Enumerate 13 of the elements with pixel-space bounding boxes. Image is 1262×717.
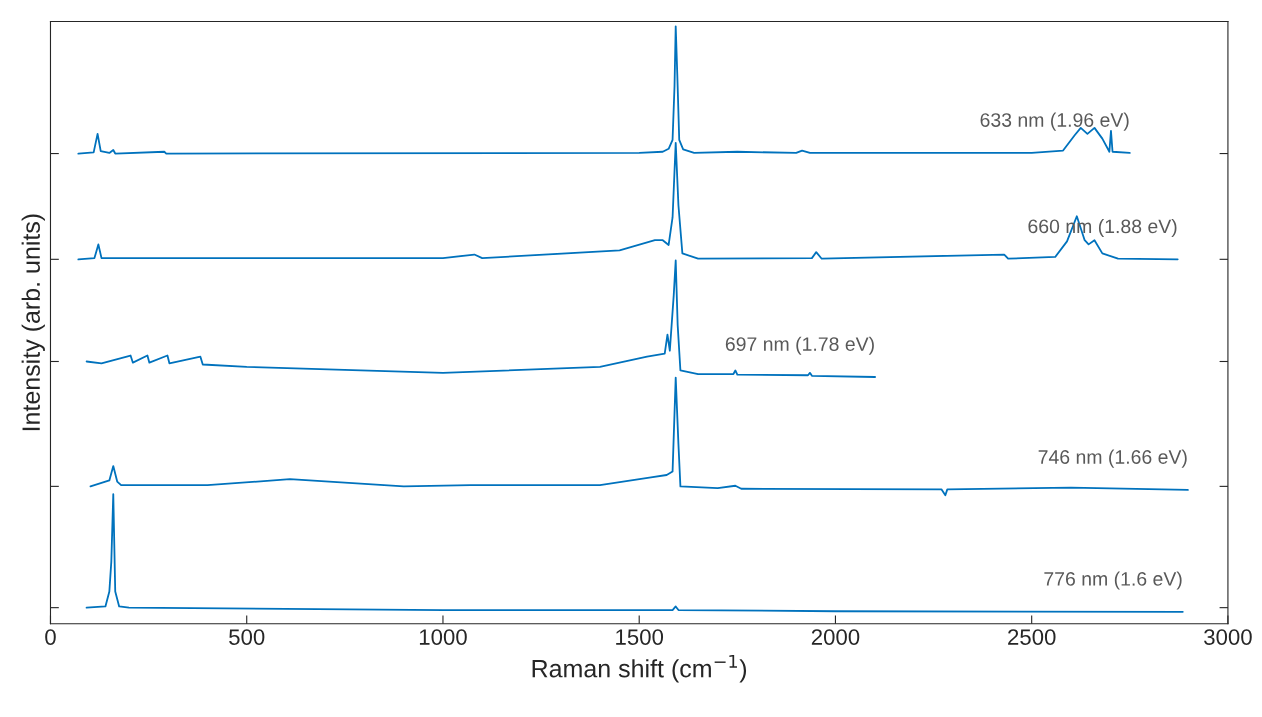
x-tick-label: 500 xyxy=(229,629,265,645)
x-tick-label: 3000 xyxy=(1204,629,1252,645)
y-axis-title: Intensity (arb. units) xyxy=(21,214,45,431)
series-label: 697 nm (1.78 eV) xyxy=(725,336,874,355)
series-label: 776 nm (1.6 eV) xyxy=(1044,571,1182,590)
series-label: 633 nm (1.96 eV) xyxy=(980,112,1129,131)
x-axis-title: Raman shift (cm$^{−1}$) xyxy=(532,654,747,683)
x-tick-label: 2000 xyxy=(811,629,860,645)
x-tick-label: 1500 xyxy=(616,629,664,645)
x-tick-label: 0 xyxy=(45,629,56,645)
x-tick-label: 2500 xyxy=(1008,629,1056,645)
series-label: 746 nm (1.66 eV) xyxy=(1038,449,1187,468)
x-tick-label: 1000 xyxy=(419,629,467,645)
